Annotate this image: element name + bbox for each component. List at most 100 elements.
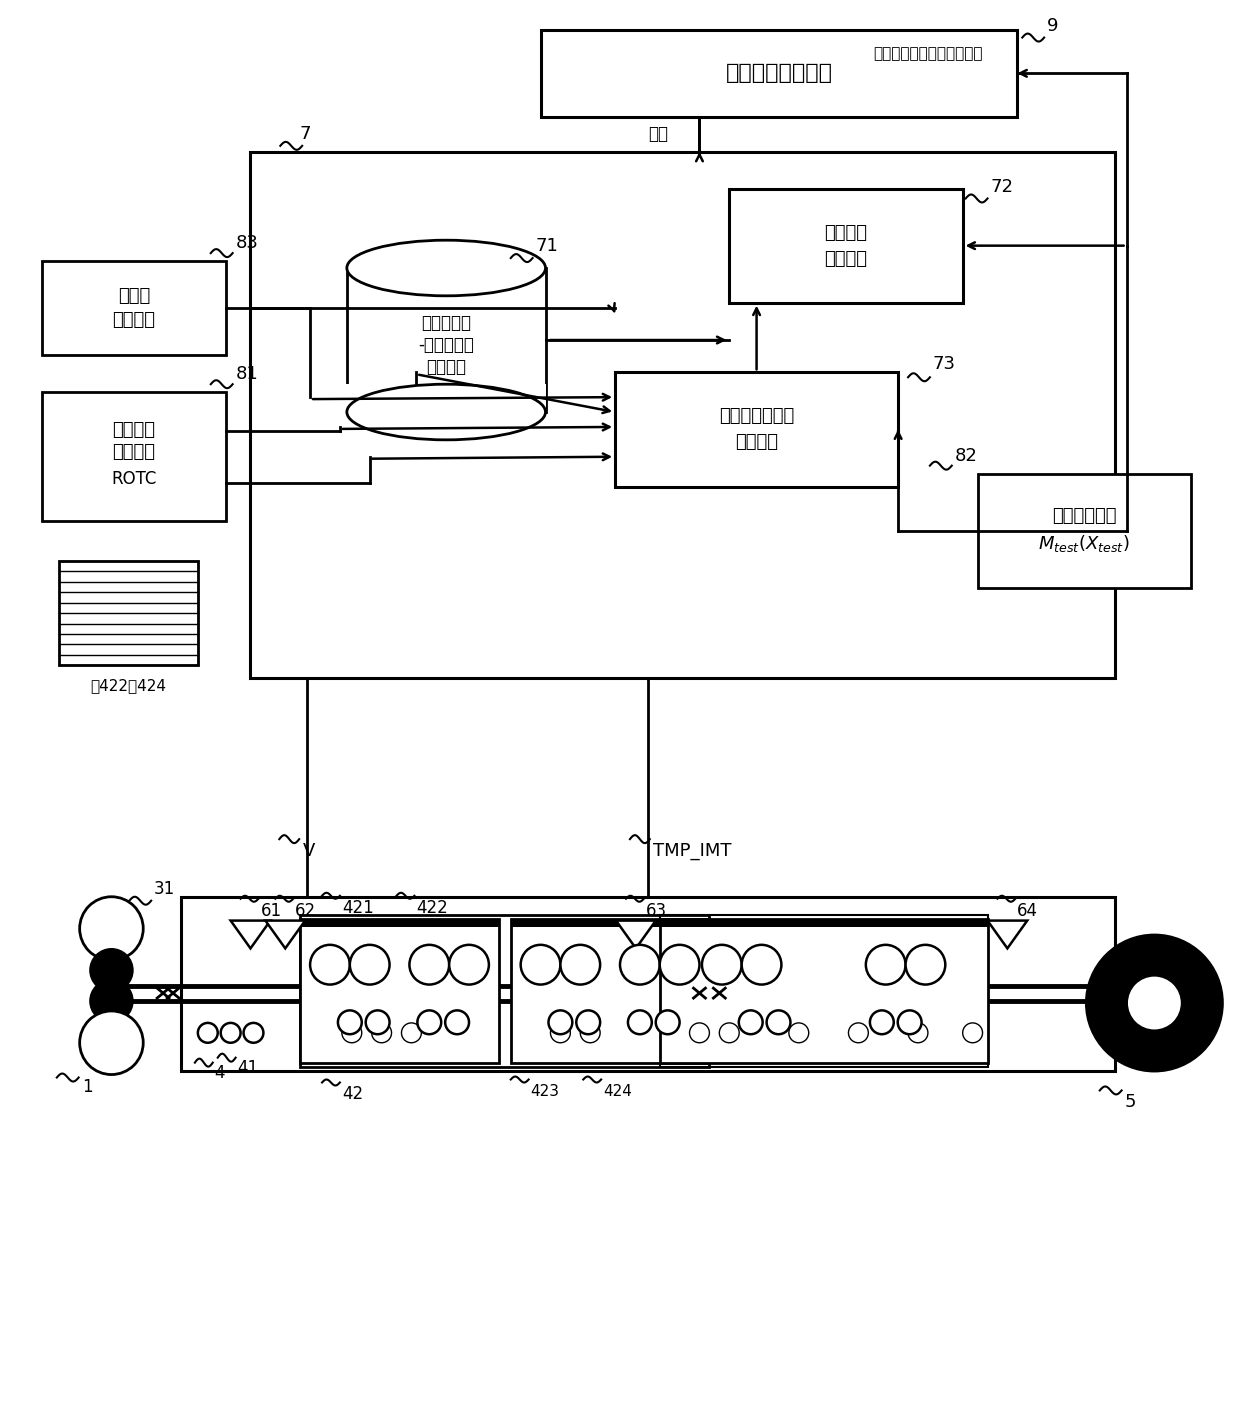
Circle shape [79, 1011, 144, 1075]
Text: 长度方向材质分布评价结果: 长度方向材质分布评价结果 [873, 46, 982, 61]
Text: 4: 4 [215, 1064, 226, 1082]
Polygon shape [231, 920, 270, 948]
Text: 1: 1 [82, 1078, 92, 1096]
Text: 评价装置: 评价装置 [825, 249, 868, 268]
Bar [729, 188, 962, 303]
Circle shape [366, 1011, 389, 1034]
Text: 421: 421 [342, 899, 373, 917]
Circle shape [445, 1011, 469, 1034]
Bar [300, 914, 709, 1067]
Bar [541, 30, 1017, 117]
Bar [660, 914, 987, 1067]
Circle shape [848, 1022, 868, 1042]
Circle shape [560, 946, 600, 984]
Circle shape [1086, 936, 1221, 1071]
Circle shape [198, 1022, 218, 1042]
Circle shape [418, 1011, 441, 1034]
Text: 424: 424 [603, 1084, 632, 1099]
Polygon shape [265, 920, 305, 948]
Circle shape [449, 946, 489, 984]
Text: 钢板检查数据: 钢板检查数据 [1052, 507, 1116, 525]
Text: 422: 422 [417, 899, 448, 917]
Circle shape [870, 1011, 894, 1034]
Circle shape [339, 1011, 362, 1034]
Text: 31: 31 [154, 880, 175, 897]
Text: 63: 63 [646, 901, 667, 920]
Circle shape [789, 1022, 808, 1042]
Text: 保存装置: 保存装置 [427, 359, 466, 376]
Circle shape [521, 946, 560, 984]
Bar [615, 372, 898, 487]
Text: 81: 81 [236, 366, 258, 383]
Bar [181, 897, 1115, 1071]
Ellipse shape [347, 384, 546, 440]
Text: 7: 7 [299, 125, 311, 142]
Text: 61: 61 [260, 901, 281, 920]
Circle shape [660, 946, 699, 984]
Circle shape [409, 946, 449, 984]
Bar [42, 261, 226, 356]
Polygon shape [987, 920, 1027, 948]
Circle shape [91, 950, 133, 991]
Circle shape [898, 1011, 921, 1034]
Circle shape [866, 946, 905, 984]
Text: 从422、424: 从422、424 [91, 678, 166, 692]
Circle shape [91, 980, 133, 1022]
Circle shape [402, 1022, 422, 1042]
Circle shape [719, 1022, 739, 1042]
Bar [58, 561, 198, 665]
Text: 41: 41 [238, 1058, 259, 1077]
Circle shape [548, 1011, 573, 1034]
Circle shape [1127, 975, 1182, 1031]
Circle shape [350, 946, 389, 984]
Text: 5: 5 [1125, 1094, 1136, 1111]
Text: 64: 64 [1017, 901, 1038, 920]
Text: 配置数据: 配置数据 [113, 312, 155, 329]
Circle shape [551, 1022, 570, 1042]
Text: 慢冷却温度履历: 慢冷却温度履历 [719, 407, 794, 426]
Text: 开度数据: 开度数据 [113, 443, 155, 461]
Text: 温度计: 温度计 [118, 288, 150, 305]
Text: 钢种: 钢种 [647, 125, 667, 144]
Text: 62: 62 [295, 901, 316, 920]
Bar [346, 384, 547, 412]
Text: 慢冷却履历: 慢冷却履历 [422, 313, 471, 332]
Bar [511, 918, 709, 1062]
Text: 82: 82 [955, 447, 977, 464]
Bar [300, 918, 498, 1062]
Text: 输出辊道: 输出辊道 [113, 422, 155, 439]
Text: ROTC: ROTC [112, 470, 156, 487]
Circle shape [739, 1011, 763, 1034]
Text: 71: 71 [536, 238, 558, 255]
Text: 423: 423 [531, 1084, 559, 1099]
Text: V: V [303, 842, 315, 860]
Text: -材质相关表: -材质相关表 [418, 336, 474, 355]
Circle shape [656, 1011, 680, 1034]
Circle shape [766, 1011, 790, 1034]
Circle shape [580, 1022, 600, 1042]
Text: 42: 42 [342, 1085, 363, 1104]
Text: 73: 73 [932, 356, 956, 373]
Circle shape [702, 946, 742, 984]
Circle shape [310, 946, 350, 984]
Circle shape [79, 897, 144, 960]
Circle shape [372, 1022, 392, 1042]
Text: TMP_IMT: TMP_IMT [652, 842, 732, 860]
Ellipse shape [347, 241, 546, 296]
Circle shape [243, 1022, 263, 1042]
Text: 83: 83 [236, 234, 258, 252]
Bar [250, 152, 1115, 678]
Bar [977, 474, 1192, 588]
Bar [300, 918, 498, 927]
Bar [42, 392, 226, 521]
Text: $M_{test}(X_{test})$: $M_{test}(X_{test})$ [1038, 533, 1130, 554]
Circle shape [689, 1022, 709, 1042]
Circle shape [342, 1022, 362, 1042]
Bar [660, 918, 987, 927]
Bar [511, 918, 709, 927]
Circle shape [908, 1022, 928, 1042]
Text: 计算装置: 计算装置 [735, 433, 777, 451]
Polygon shape [616, 920, 656, 948]
Circle shape [620, 946, 660, 984]
Text: 热轧生产管理系统: 热轧生产管理系统 [725, 63, 832, 84]
